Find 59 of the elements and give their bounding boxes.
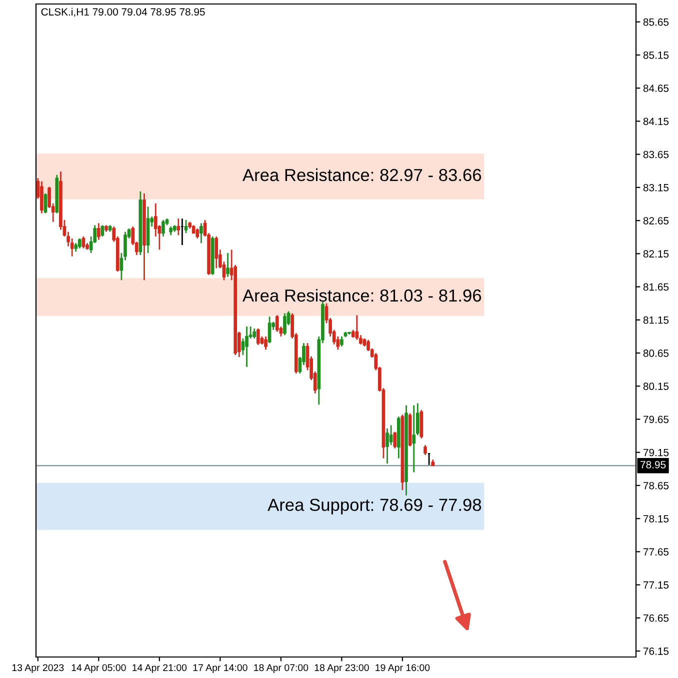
y-tick-label: 79.15 <box>643 448 669 456</box>
y-tick-label: 81.15 <box>643 316 669 324</box>
candlestick <box>82 236 86 250</box>
candlestick <box>196 228 200 240</box>
y-tick-label: 80.65 <box>643 350 669 357</box>
candlestick <box>100 224 104 238</box>
x-tick-label: 17 Apr 14:00 <box>193 664 248 674</box>
x-tick-label: 18 Apr 23:00 <box>314 664 369 674</box>
candlestick <box>184 219 188 234</box>
y-tick-label: 78.15 <box>643 515 669 522</box>
candlestick <box>275 314 279 333</box>
x-tick-label: 14 Apr 05:00 <box>72 664 126 674</box>
candlestick <box>355 314 359 340</box>
candlestick <box>226 252 230 278</box>
candlestick <box>412 404 416 473</box>
chart-title: CLSK.i,H1 79.00 79.04 78.95 78.95 <box>41 8 205 17</box>
y-tick-label: 85.65 <box>643 18 669 26</box>
y-tick-label: 80.15 <box>643 382 669 390</box>
y-tick-label: 82.65 <box>643 217 669 224</box>
x-tick-label: 14 Apr 21:00 <box>132 664 187 674</box>
candlestick <box>393 431 397 450</box>
candlestick <box>176 218 180 236</box>
candlestick <box>40 180 44 214</box>
candlestick <box>200 222 203 244</box>
y-tick-label: 78.65 <box>643 482 669 490</box>
y-tick-label: 83.15 <box>643 184 669 192</box>
y-tick-label: 76.15 <box>643 648 669 655</box>
candlestick <box>389 424 393 446</box>
candlestick <box>245 326 248 368</box>
ref-line-label: 78.95 <box>640 461 666 468</box>
y-tick-label: 84.15 <box>643 118 669 126</box>
candlestick <box>78 238 82 250</box>
x-tick-label: 19 Apr 16:00 <box>376 664 430 674</box>
candlestick <box>386 428 389 464</box>
x-tick-label: 18 Apr 07:00 <box>254 664 308 674</box>
y-tick-label: 85.15 <box>643 51 669 59</box>
y-tick-label: 76.65 <box>643 614 669 622</box>
x-tick-label: 13 Apr 2023 <box>12 664 64 674</box>
y-tick-label: 77.65 <box>643 548 669 556</box>
candlestick <box>214 236 218 269</box>
candlestick <box>162 219 165 238</box>
y-tick-label: 83.65 <box>643 150 669 158</box>
candlestick <box>44 192 48 214</box>
band-label: Area Resistance: 81.03 - 81.96 <box>242 288 482 302</box>
y-tick-label: 79.65 <box>643 416 669 424</box>
candlestick <box>283 312 286 336</box>
band-label: Area Support: 78.69 - 77.98 <box>268 498 482 514</box>
candlestick <box>340 336 344 348</box>
candlestick <box>256 328 260 346</box>
candlestick <box>96 222 100 240</box>
candlestick <box>268 316 272 344</box>
candlestick <box>424 444 427 456</box>
candlestick <box>252 328 256 340</box>
candlestick <box>264 336 268 350</box>
y-tick-label: 82.15 <box>643 250 669 258</box>
y-tick-label: 84.65 <box>643 84 669 92</box>
y-tick-label: 81.65 <box>643 283 669 291</box>
y-tick-label: 77.15 <box>643 581 669 589</box>
band-label: Area Resistance: 82.97 - 83.66 <box>242 168 482 182</box>
